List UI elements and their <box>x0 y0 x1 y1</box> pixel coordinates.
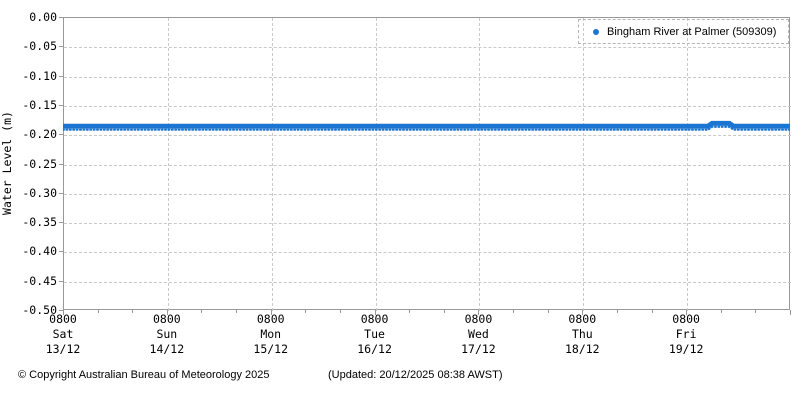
footer: © Copyright Australian Bureau of Meteoro… <box>0 369 800 385</box>
x-minor-tick <box>236 310 238 313</box>
x-major-tick <box>582 310 584 315</box>
y-tick-label: -0.50 <box>22 303 57 317</box>
updated-timestamp: (Updated: 20/12/2025 08:38 AWST) <box>328 369 503 381</box>
h-gridline <box>64 135 791 137</box>
x-minor-tick <box>339 310 341 313</box>
y-tick-label: -0.05 <box>22 39 57 54</box>
y-tick <box>59 17 63 18</box>
x-major-tick <box>686 310 688 315</box>
plot-area <box>63 17 791 311</box>
v-gridline <box>479 18 481 311</box>
h-gridline <box>64 164 791 166</box>
series-point-markers <box>63 125 790 131</box>
x-tick-label: 0800 Sun 14/12 <box>149 312 185 356</box>
y-tick <box>59 192 63 194</box>
v-gridline <box>271 18 273 311</box>
h-gridline <box>64 223 791 225</box>
x-tick-label: 0800 Thu 18/12 <box>564 312 600 356</box>
y-tick <box>59 46 63 48</box>
x-tick-label: 0800 Tue 16/12 <box>357 312 392 356</box>
x-major-tick <box>374 310 376 315</box>
data-series-line <box>63 120 790 131</box>
x-minor-tick <box>720 310 722 313</box>
y-tick <box>59 310 63 311</box>
y-tick-label: -0.20 <box>22 127 57 142</box>
v-gridline <box>167 18 169 311</box>
y-tick <box>59 104 63 106</box>
x-minor-tick <box>201 310 203 313</box>
x-minor-tick <box>616 310 618 313</box>
x-minor-tick <box>651 310 653 313</box>
copyright-text: © Copyright Australian Bureau of Meteoro… <box>18 369 270 381</box>
v-gridline <box>375 18 377 311</box>
y-tick-label: 0.00 <box>29 10 57 24</box>
x-major-tick <box>478 310 480 315</box>
x-major-tick <box>790 310 791 315</box>
x-minor-tick <box>547 310 549 313</box>
y-tick-label: -0.10 <box>22 68 57 83</box>
x-minor-tick <box>513 310 515 313</box>
legend-dot-icon <box>593 28 599 35</box>
y-tick <box>59 163 63 165</box>
x-minor-tick <box>97 310 99 313</box>
x-tick-label: 0800 Mon 15/12 <box>253 312 289 356</box>
x-minor-tick <box>443 310 445 313</box>
legend-label: Bingham River at Palmer (509309) <box>607 25 777 38</box>
y-tick-label: -0.35 <box>22 215 57 230</box>
y-tick-label: -0.45 <box>22 273 57 288</box>
series-line <box>63 120 790 129</box>
h-gridline <box>64 47 791 49</box>
x-major-tick <box>63 310 64 315</box>
x-minor-tick <box>409 310 411 313</box>
y-tick <box>59 280 63 282</box>
h-gridline <box>64 252 791 254</box>
y-tick <box>59 134 63 136</box>
y-tick <box>59 75 63 77</box>
h-gridline <box>64 193 791 195</box>
v-gridline <box>687 18 689 311</box>
y-tick-label: -0.40 <box>22 244 57 259</box>
y-tick-label: -0.25 <box>22 156 57 171</box>
legend: Bingham River at Palmer (509309) <box>578 19 789 44</box>
h-gridline <box>64 76 791 78</box>
y-tick-label: -0.30 <box>22 185 57 200</box>
x-minor-tick <box>305 310 307 313</box>
x-minor-tick <box>132 310 134 313</box>
y-tick <box>59 222 63 224</box>
h-gridline <box>64 281 791 283</box>
x-tick-label: 0800 Wed 17/12 <box>461 312 496 356</box>
x-tick-label: 0800 Sat 13/12 <box>45 312 81 356</box>
x-tick-label: 0800 Fri 19/12 <box>668 312 704 356</box>
x-minor-tick <box>755 310 757 313</box>
h-gridline <box>64 105 791 107</box>
v-gridline <box>583 18 585 311</box>
x-major-tick <box>166 310 168 315</box>
y-tick-label: -0.15 <box>22 97 57 112</box>
y-tick <box>59 251 63 253</box>
x-major-tick <box>270 310 272 315</box>
